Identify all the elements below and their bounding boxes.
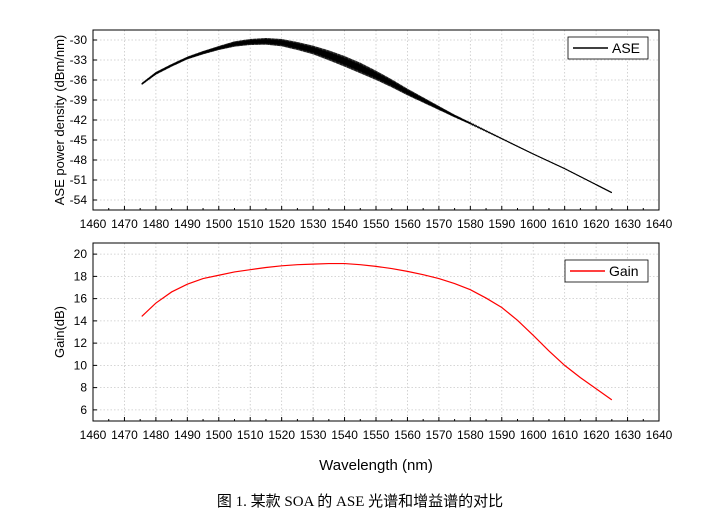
ase-y-tick-label: -54 (70, 193, 88, 207)
ase-y-tick-label: -42 (70, 113, 88, 127)
gain-x-tick-label: 1480 (143, 428, 170, 442)
figure-caption: 图 1. 某款 SOA 的 ASE 光谱和增益谱的对比 (216, 494, 504, 510)
gain-x-tick-label: 1630 (614, 428, 641, 442)
ase-x-tick-label: 1470 (111, 217, 138, 231)
ase-y-axis-label: ASE power density (dBm/nm) (52, 35, 67, 206)
ase-x-tick-label: 1560 (394, 217, 421, 231)
ase-x-tick-label: 1540 (331, 217, 358, 231)
gain-x-tick-label: 1490 (174, 428, 201, 442)
gain-x-tick-label: 1530 (300, 428, 327, 442)
gain-legend: Gain (564, 259, 649, 283)
gain-y-tick-label: 20 (74, 247, 88, 261)
ase-x-tick-label: 1500 (205, 217, 232, 231)
ase-series-group (141, 37, 613, 194)
ase-y-tick-label: -36 (70, 73, 88, 87)
gain-x-tick-label: 1610 (551, 428, 578, 442)
gain-x-tick-label: 1560 (394, 428, 421, 442)
gain-y-tick-label: 12 (74, 336, 88, 350)
ase-x-tick-label: 1630 (614, 217, 641, 231)
gain-y-tick-label: 10 (74, 358, 88, 372)
gain-legend-box (564, 259, 649, 283)
gain-y-axis-label: Gain(dB) (52, 306, 67, 358)
ase-x-tick-label: 1580 (457, 217, 484, 231)
gain-y-tick-label: 16 (74, 292, 88, 306)
gain-x-tick-label: 1550 (363, 428, 390, 442)
gain-x-tick-label: 1540 (331, 428, 358, 442)
gain-x-tick-label: 1500 (205, 428, 232, 442)
ase-y-tick-label: -45 (70, 133, 88, 147)
gain-chart: 1460 1470 1480 1490 1500 1510 1520 1530 1540 1550… (52, 242, 673, 474)
ase-x-tick-label: 1600 (520, 217, 547, 231)
ase-x-tick-label: 1490 (174, 217, 201, 231)
x-axis-label: Wavelength (nm) (319, 457, 433, 474)
gain-x-tick-label: 1590 (488, 428, 515, 442)
gain-y-tick-label: 14 (74, 314, 88, 328)
gain-x-tick-label: 1620 (583, 428, 610, 442)
ase-x-tick-label: 1520 (268, 217, 295, 231)
gain-grid (92, 243, 660, 421)
ase-x-tick-label: 1460 (80, 217, 107, 231)
ase-series-line (141, 40, 613, 194)
gain-x-tick-label: 1460 (80, 428, 107, 442)
gain-x-tick-label: 1600 (520, 428, 547, 442)
ase-x-tick-label: 1550 (363, 217, 390, 231)
ase-chart: 1460 1470 1480 1490 1500 1510 1520 1530 1540 1550… (52, 29, 673, 231)
ase-legend-label: ASE (612, 40, 640, 56)
gain-x-tick-label: 1520 (268, 428, 295, 442)
ase-y-tick-label: -51 (70, 173, 88, 187)
gain-legend-label: Gain (609, 263, 639, 279)
ase-x-tick-label: 1530 (300, 217, 327, 231)
gain-y-tick-label: 6 (80, 403, 87, 417)
ase-y-tick-label: -33 (70, 53, 88, 67)
ase-x-tick-label: 1640 (646, 217, 673, 231)
gain-y-tick-label: 8 (80, 381, 87, 395)
ase-legend: ASE (567, 36, 649, 60)
gain-x-tick-label: 1510 (237, 428, 264, 442)
ase-series-ripple (141, 37, 612, 194)
gain-series-group (141, 262, 613, 401)
ase-x-tick-label: 1610 (551, 217, 578, 231)
ase-x-tick-label: 1590 (488, 217, 515, 231)
ase-y-tick-label: -30 (70, 33, 88, 47)
gain-x-tick-label: 1470 (111, 428, 138, 442)
ase-x-tick-label: 1510 (237, 217, 264, 231)
ase-ticks: 1460 1470 1480 1490 1500 1510 1520 1530 1540 1550… (70, 33, 673, 231)
ase-y-tick-label: -39 (70, 93, 88, 107)
gain-x-tick-label: 1580 (457, 428, 484, 442)
ase-y-tick-label: -48 (70, 153, 88, 167)
gain-x-tick-label: 1570 (426, 428, 453, 442)
gain-x-tick-label: 1640 (646, 428, 673, 442)
ase-x-tick-label: 1480 (143, 217, 170, 231)
gain-series-line (141, 262, 613, 401)
ase-x-tick-label: 1570 (426, 217, 453, 231)
gain-ticks: 1460 1470 1480 1490 1500 1510 1520 1530 1540 1550… (74, 247, 673, 442)
gain-y-tick-label: 18 (74, 269, 88, 283)
ase-x-tick-label: 1620 (583, 217, 610, 231)
